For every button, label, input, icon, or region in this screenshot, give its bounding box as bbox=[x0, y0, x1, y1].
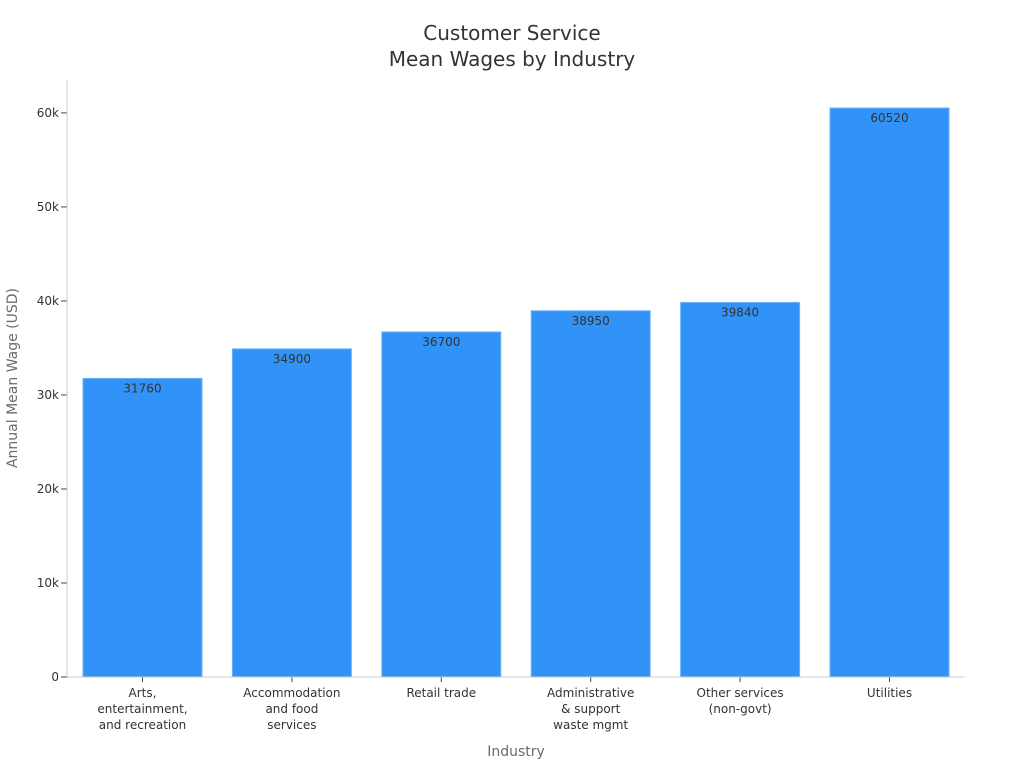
bar bbox=[530, 310, 651, 678]
bar bbox=[231, 348, 352, 678]
x-tick-label-line: Accommodation bbox=[243, 686, 340, 700]
y-tick-label: 30k bbox=[37, 388, 59, 402]
y-tick-label: 50k bbox=[37, 200, 59, 214]
bar-value-label: 34900 bbox=[273, 352, 311, 366]
x-tick-label-line: services bbox=[267, 718, 316, 732]
bar-value-label: 36700 bbox=[422, 335, 460, 349]
bar bbox=[829, 107, 950, 678]
bar-value-label: 60520 bbox=[870, 111, 908, 125]
x-tick-label-line: Utilities bbox=[867, 686, 912, 700]
y-tick-label: 60k bbox=[37, 106, 59, 120]
bar-value-label: 31760 bbox=[123, 381, 161, 395]
x-tick-label-line: (non-govt) bbox=[709, 702, 772, 716]
plot-area: 0 10k 20k 30k 40k 50k 60k 31760 Arts, entertainme… bbox=[37, 106, 950, 732]
x-tick-label-line: and food bbox=[265, 702, 318, 716]
x-tick-label-line: waste mgmt bbox=[553, 718, 628, 732]
x-tick-label: Accommodation and food services bbox=[243, 686, 340, 732]
bar-value-label: 39840 bbox=[721, 305, 759, 319]
x-tick-label-line: Arts, bbox=[129, 686, 157, 700]
bar bbox=[82, 377, 203, 678]
x-tick-label: Arts, entertainment, and recreation bbox=[97, 686, 187, 732]
x-tick-label-line: & support bbox=[561, 702, 621, 716]
y-tick-label: 10k bbox=[37, 576, 59, 590]
y-tick-label: 20k bbox=[37, 482, 59, 496]
x-tick-label-line: Other services bbox=[697, 686, 784, 700]
y-tick-label: 40k bbox=[37, 294, 59, 308]
chart-title-line-1: Customer Service bbox=[423, 21, 600, 45]
x-tick-label: Other services (non-govt) bbox=[697, 686, 784, 716]
bar bbox=[381, 331, 502, 678]
chart-title-line-2: Mean Wages by Industry bbox=[389, 47, 636, 71]
bar-value-label: 38950 bbox=[572, 314, 610, 328]
bar bbox=[680, 301, 801, 678]
x-tick-label: Administrative & support waste mgmt bbox=[547, 686, 634, 732]
x-tick-label: Utilities bbox=[867, 686, 912, 700]
y-tick-label: 0 bbox=[51, 670, 59, 684]
x-tick-label-line: entertainment, bbox=[97, 702, 187, 716]
y-axis-label: Annual Mean Wage (USD) bbox=[5, 288, 21, 468]
x-tick-label-line: and recreation bbox=[99, 718, 186, 732]
x-tick-label-line: Retail trade bbox=[406, 686, 476, 700]
x-axis-label: Industry bbox=[487, 744, 545, 760]
x-tick-label: Retail trade bbox=[406, 686, 476, 700]
x-tick-label-line: Administrative bbox=[547, 686, 634, 700]
